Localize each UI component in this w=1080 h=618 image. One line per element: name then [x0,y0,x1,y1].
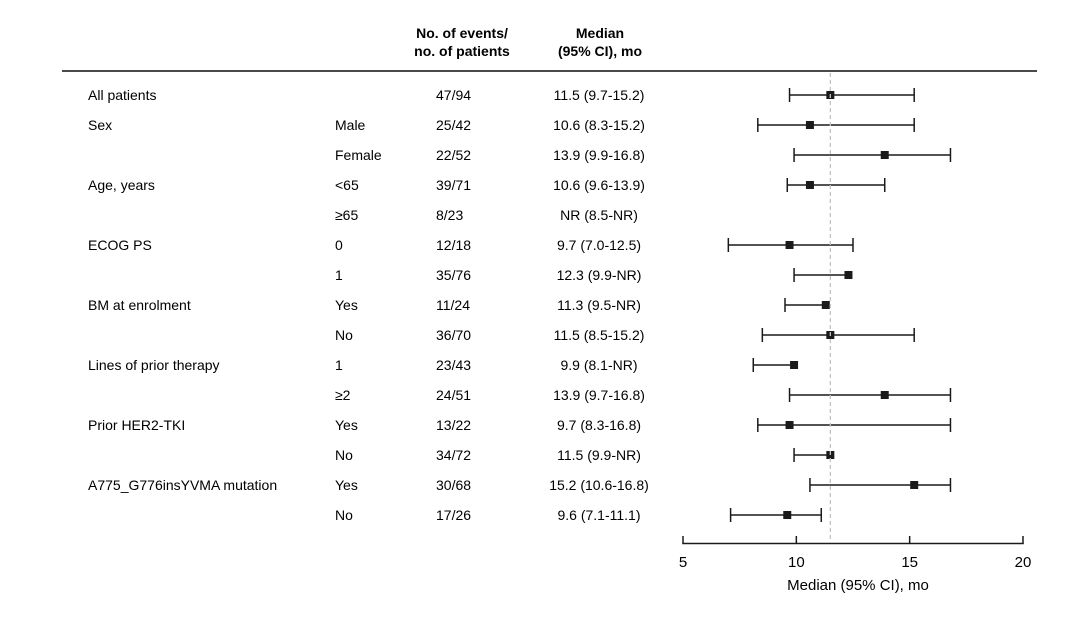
table-row: ≥2 24/51 13.9 (9.7-16.8) [0,380,690,410]
events-value: 25/42 [436,117,472,133]
table-row: ECOG PS 0 12/18 9.7 (7.0-12.5) [0,230,690,260]
median-marker [910,481,919,489]
median-ci-value: 11.5 (9.7-15.2) [553,87,645,103]
median-ci-value: 9.7 (7.0-12.5) [556,237,642,253]
level-label: 1 [335,357,343,373]
median-ci-value: 10.6 (8.3-15.2) [553,117,645,133]
median-marker [880,391,889,399]
median-marker [790,361,799,369]
group-label: ECOG PS [88,237,152,253]
median-marker [785,421,794,429]
level-label: ≥2 [335,387,351,403]
table-row: Sex Male 25/42 10.6 (8.3-15.2) [0,110,690,140]
events-value: 13/22 [436,417,472,433]
median-marker [805,181,814,189]
median-marker [821,301,830,309]
x-axis-tick-label: 10 [788,554,805,571]
median-marker [880,151,889,159]
median-ci-value: 13.9 (9.9-16.8) [553,147,645,163]
events-value: 22/52 [436,147,472,163]
column-header-median: Median (95% CI), mo [557,25,642,59]
table-row: Lines of prior therapy 1 23/43 9.9 (8.1-NR) [0,350,690,380]
table-row: 1 35/76 12.3 (9.9-NR) [0,260,690,290]
level-label: No [335,327,353,343]
events-value: 30/68 [436,477,472,493]
level-label: Yes [335,417,358,433]
table-row: No 34/72 11.5 (9.9-NR) [0,440,690,470]
events-value: 36/70 [436,327,472,343]
level-label: 0 [335,237,343,253]
events-value: 17/26 [436,507,472,523]
table-row: Age, years <65 39/71 10.6 (9.6-13.9) [0,170,690,200]
table-row: All patients 47/94 11.5 (9.7-15.2) [0,80,690,110]
level-label: <65 [335,177,359,193]
x-axis-tick-label: 5 [679,554,687,571]
group-label: A775_G776insYVMA mutation [88,477,278,493]
table-row: A775_G776insYVMA mutation Yes 30/68 15.2 (1… [0,470,690,500]
median-ci-value: 11.3 (9.5-NR) [557,297,641,313]
column-header-events: No. of events/ no. of patients [414,25,510,59]
table-row: Prior HER2-TKI Yes 13/22 9.7 (8.3-16.8) [0,410,690,440]
events-value: 34/72 [436,447,472,463]
median-ci-value: 13.9 (9.7-16.8) [553,387,645,403]
events-value: 11/24 [436,297,470,313]
level-label: 1 [335,267,343,283]
median-ci-value: 9.6 (7.1-11.1) [557,507,641,523]
group-label: All patients [88,87,157,103]
table-row: Female 22/52 13.9 (9.9-16.8) [0,140,690,170]
group-label: BM at enrolment [88,297,191,313]
events-value: 12/18 [436,237,472,253]
level-label: No [335,507,353,523]
header-separator-rule [62,70,1037,72]
group-label: Sex [88,117,113,133]
level-label: ≥65 [335,207,359,223]
events-value: 24/51 [436,387,472,403]
median-ci-value: 12.3 (9.9-NR) [556,267,642,283]
level-label: No [335,447,353,463]
median-marker [783,511,792,519]
median-ci-value: 10.6 (9.6-13.9) [553,177,645,193]
median-ci-value: 11.5 (8.5-15.2) [553,327,645,343]
median-ci-value: 9.9 (8.1-NR) [560,357,638,373]
median-ci-value: 9.7 (8.3-16.8) [556,417,642,433]
table-row: No 17/26 9.6 (7.1-11.1) [0,500,690,530]
group-label: Age, years [88,177,155,193]
level-label: Female [335,147,382,163]
events-value: 23/43 [436,357,472,373]
median-marker [785,241,794,249]
median-marker [805,121,814,129]
events-value: 35/76 [436,267,472,283]
level-label: Yes [335,297,358,313]
events-value: 47/94 [436,87,472,103]
level-label: Male [335,117,366,133]
x-axis-title: Median (95% CI), mo [787,577,929,594]
table-row: No 36/70 11.5 (8.5-15.2) [0,320,690,350]
events-value: 39/71 [436,177,472,193]
table-row: ≥65 8/23 NR (8.5-NR) [0,200,690,230]
group-label: Lines of prior therapy [88,357,220,373]
x-axis-tick-label: 20 [1015,554,1032,571]
median-ci-value: 15.2 (10.6-16.8) [549,477,649,493]
events-value: 8/23 [436,207,464,223]
median-marker [844,271,853,279]
x-axis-tick-label: 15 [901,554,918,571]
median-ci-value: NR (8.5-NR) [560,207,638,223]
level-label: Yes [335,477,358,493]
group-label: Prior HER2-TKI [88,417,186,433]
median-ci-value: 11.5 (9.9-NR) [557,447,641,463]
table-row: BM at enrolment Yes 11/24 11.3 (9.5-NR) [0,290,690,320]
